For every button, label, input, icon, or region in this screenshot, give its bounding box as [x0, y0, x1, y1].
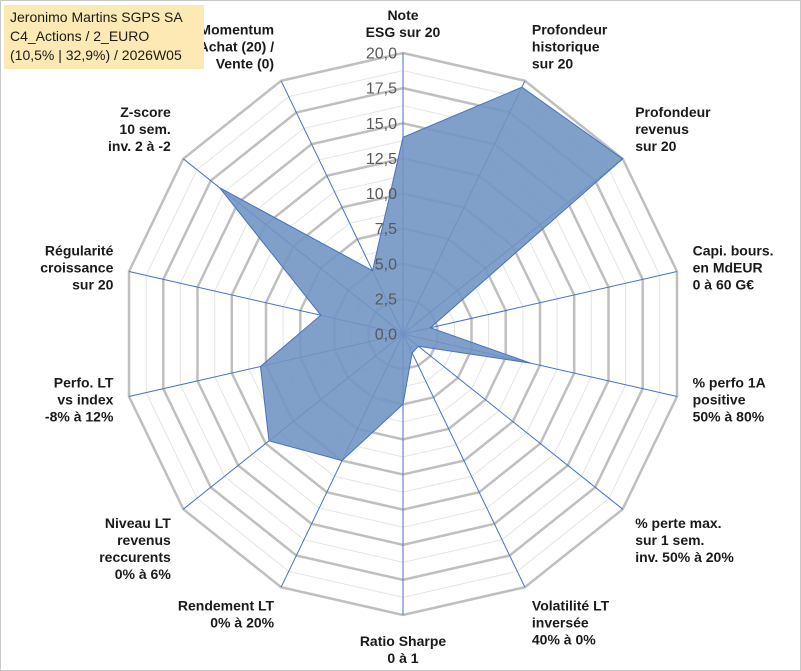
series-area [219, 86, 624, 462]
axis-label-line: reccurents [99, 549, 171, 565]
axis-label-line: % perfo 1A [693, 375, 766, 391]
series-layer [219, 86, 624, 462]
axis-label-line: historique [532, 38, 600, 54]
axis-label-line: Note [387, 7, 418, 23]
axis-label-line: inv. 50% à 20% [635, 549, 734, 565]
axis-label-line: -8% à 12% [45, 409, 114, 425]
axis-label-line: % perte max. [635, 515, 721, 531]
tick-label: 0,0 [375, 327, 397, 344]
axis-label-line: revenus [635, 121, 689, 137]
axis-label-line: 0 à 60 G€ [693, 276, 755, 292]
tick-label: 2,5 [375, 291, 397, 308]
axis-label-line: Volatilité LT [532, 598, 610, 614]
axis-label-line: sur 20 [635, 138, 676, 154]
tick-label: 17,5 [366, 81, 397, 98]
axis-label-line: positive [693, 392, 746, 408]
axis-label-line: inv. 2 à -2 [108, 138, 171, 154]
title-line-1: Jeronimo Martins SGPS SA [10, 9, 183, 25]
tick-label: 20,0 [366, 46, 397, 63]
axis-label-line: Z-score [120, 104, 171, 120]
axis-label-line: 0 à 1 [387, 650, 418, 666]
axis-label-line: Achat (20) / [199, 38, 275, 54]
title-line-2: C4_Actions / 2_EURO [10, 28, 150, 44]
axis-label-line: sur 1 sem. [635, 532, 704, 548]
axis-spoke [402, 271, 678, 335]
axis-spoke [402, 333, 526, 588]
axis-label-line: Capi. bours. [693, 242, 774, 258]
axis-label-line: Momentum [199, 21, 274, 37]
axis-label-line: croissance [40, 259, 113, 275]
axis-spoke [402, 333, 624, 510]
tick-label: 10,0 [366, 186, 397, 203]
axis-label-line: 0% à 20% [210, 615, 274, 631]
axis-label-line: inversée [532, 615, 589, 631]
axis-label-line: revenus [117, 532, 171, 548]
axis-label-line: 10 sem. [119, 121, 170, 137]
axis-label-line: Profondeur [635, 104, 711, 120]
axis-label: Rendement LT0% à 20% [178, 598, 275, 631]
axis-label-line: Ratio Sharpe [360, 633, 447, 649]
axis-label-line: 50% à 80% [693, 409, 765, 425]
tick-label: 5,0 [375, 256, 397, 273]
axis-label-line: 0% à 6% [115, 566, 172, 582]
axis-label-line: Profondeur [532, 21, 608, 37]
axis-label-line: sur 20 [532, 55, 573, 71]
title-line-3: (10,5% | 32,9%) / 2026W05 [10, 47, 182, 63]
axis-label-line: sur 20 [72, 276, 113, 292]
axis-label-line: Rendement LT [178, 598, 275, 614]
axis-label-line: 40% à 0% [532, 632, 596, 648]
radial-tick-labels: 0,0 2,5 5,0 7,5 10,0 12,5 15,0 17,5 20,0 [366, 46, 397, 344]
chart-title-box: Jeronimo Martins SGPS SA C4_Actions / 2_… [4, 5, 204, 69]
axis-label-line: Perfo. LT [54, 375, 114, 391]
axis-label-line: Niveau LT [105, 515, 171, 531]
axis-label-line: ESG sur 20 [366, 24, 441, 40]
axis-label-line: Vente (0) [216, 55, 274, 71]
tick-label: 15,0 [366, 116, 397, 133]
tick-label: 12,5 [366, 151, 397, 168]
axis-label-line: vs index [57, 392, 113, 408]
tick-label: 7,5 [375, 221, 397, 238]
axis-label-line: en MdEUR [693, 259, 763, 275]
axis-label-line: Régularité [45, 242, 114, 258]
axis-label: % perte max.sur 1 sem.inv. 50% à 20% [635, 515, 734, 565]
